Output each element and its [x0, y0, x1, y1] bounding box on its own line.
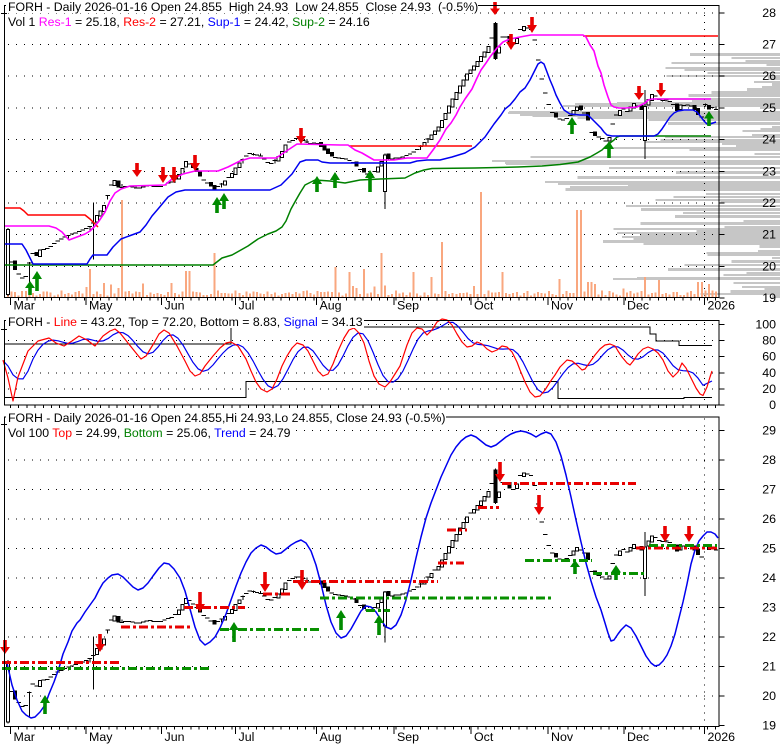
svg-text:22: 22 [762, 630, 776, 644]
svg-text:20: 20 [762, 259, 776, 273]
svg-text:Jul: Jul [239, 730, 255, 744]
svg-text:Jun: Jun [165, 299, 185, 313]
svg-text:40: 40 [762, 366, 776, 380]
svg-text:Dec: Dec [627, 299, 649, 313]
svg-text:19: 19 [762, 718, 776, 732]
svg-text:Aug: Aug [320, 299, 342, 313]
svg-text:24: 24 [762, 133, 776, 147]
svg-text:May: May [89, 299, 113, 313]
svg-text:FORH - Daily 2026-01-16 Open 2: FORH - Daily 2026-01-16 Open 24.855 High… [8, 0, 478, 14]
svg-text:24: 24 [762, 571, 776, 585]
svg-text:28: 28 [762, 453, 776, 467]
svg-text:Oct: Oct [474, 299, 494, 313]
svg-text:19: 19 [762, 291, 776, 305]
svg-text:60: 60 [762, 350, 776, 364]
svg-text:0: 0 [769, 398, 776, 412]
svg-text:2026: 2026 [708, 730, 736, 744]
svg-text:23: 23 [762, 601, 776, 615]
svg-text:Jun: Jun [165, 730, 185, 744]
svg-text:26: 26 [762, 512, 776, 526]
svg-text:Nov: Nov [551, 299, 574, 313]
svg-text:Vol 1 Res-1 = 25.18, Res-2 = 2: Vol 1 Res-1 = 25.18, Res-2 = 27.21, Sup-… [8, 15, 370, 29]
svg-text:27: 27 [762, 38, 776, 52]
svg-text:Vol 100 Top = 24.99, Bottom =: Vol 100 Top = 24.99, Bottom = 25.06, Tre… [8, 426, 291, 440]
svg-text:25: 25 [762, 542, 776, 556]
svg-text:80: 80 [762, 334, 776, 348]
svg-text:FORH - Daily 2026-01-16 Open 2: FORH - Daily 2026-01-16 Open 24.855,Hi 2… [8, 411, 445, 425]
svg-text:100: 100 [755, 318, 776, 332]
svg-text:25: 25 [762, 101, 776, 115]
svg-text:FORH - Line = 43.22, Top = 72.: FORH - Line = 43.22, Top = 72.20, Bottom… [8, 315, 363, 329]
svg-text:2026: 2026 [708, 299, 736, 313]
svg-text:Aug: Aug [320, 730, 342, 744]
svg-text:20: 20 [762, 382, 776, 396]
svg-text:21: 21 [762, 228, 776, 242]
svg-text:Nov: Nov [551, 730, 574, 744]
svg-text:Oct: Oct [474, 730, 494, 744]
svg-text:21: 21 [762, 659, 776, 673]
svg-text:May: May [89, 730, 113, 744]
svg-text:23: 23 [762, 164, 776, 178]
svg-text:20: 20 [762, 689, 776, 703]
svg-text:28: 28 [762, 6, 776, 20]
svg-text:22: 22 [762, 196, 776, 210]
svg-text:27: 27 [762, 483, 776, 497]
svg-text:Mar: Mar [14, 730, 35, 744]
svg-text:Mar: Mar [14, 299, 35, 313]
svg-text:29: 29 [762, 424, 776, 438]
svg-text:26: 26 [762, 69, 776, 83]
svg-text:Jul: Jul [239, 299, 255, 313]
svg-text:Dec: Dec [627, 730, 649, 744]
svg-text:Sep: Sep [397, 299, 419, 313]
svg-text:Sep: Sep [397, 730, 419, 744]
